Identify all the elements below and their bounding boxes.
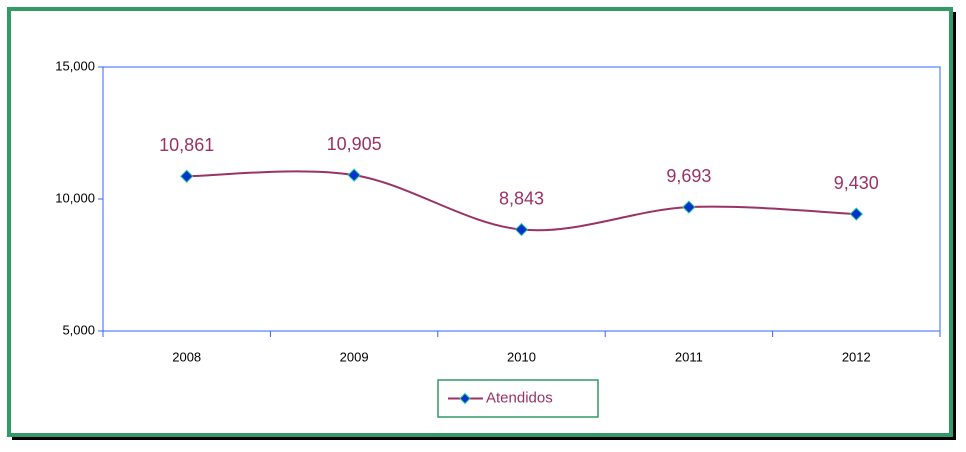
y-tick-label: 10,000: [55, 190, 95, 205]
point-marker: [347, 168, 361, 182]
data-label: 10,905: [327, 134, 382, 154]
data-label: 8,843: [499, 188, 544, 208]
point-marker: [514, 222, 529, 237]
point-marker: [179, 169, 194, 183]
point-marker: [849, 207, 864, 221]
x-tick-label: 2010: [507, 349, 536, 364]
x-tick-label: 2008: [172, 349, 201, 364]
legend-marker: [459, 392, 471, 405]
chart-frame: [7, 7, 953, 437]
legend-label: Atendidos: [486, 389, 553, 406]
x-tick-label: 2012: [842, 349, 871, 364]
data-label: 9,693: [666, 166, 711, 186]
point-marker: [682, 200, 696, 214]
data-label: 10,861: [159, 135, 214, 155]
y-tick-label: 5,000: [62, 322, 95, 337]
data-label: 9,430: [834, 173, 879, 193]
x-tick-label: 2009: [340, 349, 369, 364]
y-tick-label: 15,000: [55, 58, 95, 73]
x-tick-label: 2011: [675, 349, 703, 364]
